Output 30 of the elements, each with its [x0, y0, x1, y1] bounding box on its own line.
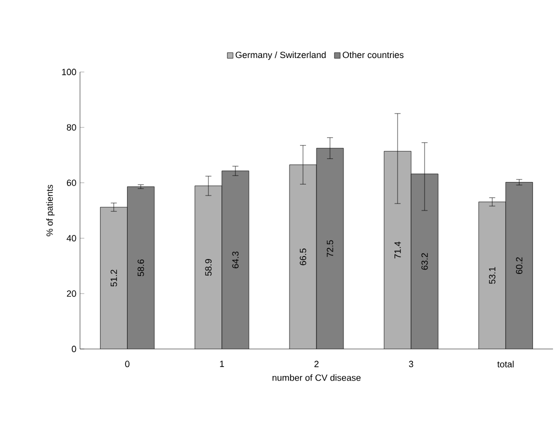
data-label: 66.5 [300, 248, 306, 266]
bar [194, 186, 222, 349]
bar [478, 202, 506, 349]
legend-label: Other countries [342, 51, 404, 58]
x-tick-label: 1 [220, 360, 224, 367]
data-label: 64.3 [232, 252, 239, 268]
y-tick-label: 80 [66, 124, 76, 131]
data-label: 58.6 [138, 259, 144, 276]
bar [290, 164, 316, 349]
y-tick-label: 40 [66, 235, 76, 242]
data-label: 58.9 [205, 259, 212, 276]
x-axis-title: number of CV disease [272, 374, 361, 381]
y-tick-label: 60 [66, 180, 76, 186]
data-label: 51.2 [110, 270, 117, 286]
data-label: 60.2 [516, 257, 522, 274]
x-tick-label: 3 [408, 360, 414, 368]
data-label: 71.4 [394, 242, 401, 258]
data-label: 72.5 [326, 240, 334, 257]
data-label: 53.1 [489, 267, 496, 284]
x-tick-label: total [497, 360, 514, 368]
data-label: 63.2 [421, 253, 428, 270]
y-tick-label: 20 [66, 290, 76, 297]
bar [100, 207, 128, 349]
y-tick-label: 100 [62, 68, 76, 76]
x-tick-label: 0 [125, 360, 130, 368]
x-tick-label: 2 [314, 360, 319, 368]
legend-label: Germany / Switzerland [236, 51, 326, 60]
y-axis-title: % of patients [46, 184, 55, 236]
y-tick-label: 0 [72, 346, 76, 352]
bar [384, 151, 412, 349]
